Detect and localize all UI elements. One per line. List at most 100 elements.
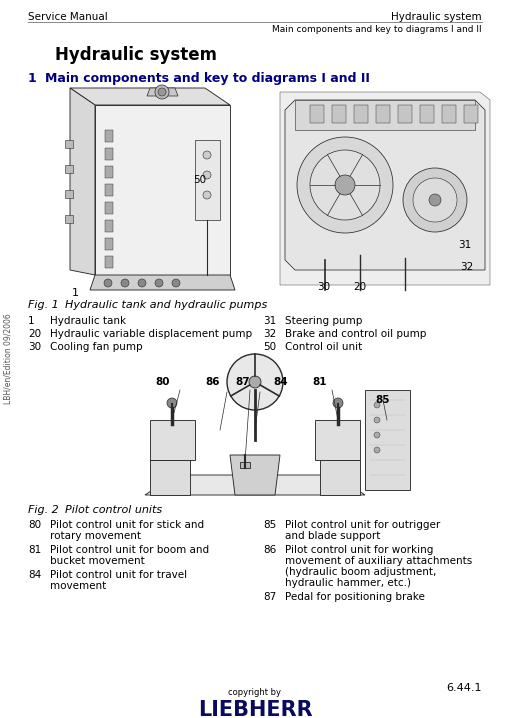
- Text: Hydraulic tank: Hydraulic tank: [50, 316, 126, 326]
- Text: and blade support: and blade support: [285, 531, 380, 541]
- Polygon shape: [279, 92, 489, 285]
- Bar: [309, 105, 323, 123]
- Text: 86: 86: [263, 545, 276, 555]
- Bar: [375, 105, 389, 123]
- Text: copyright by: copyright by: [228, 688, 281, 697]
- Circle shape: [373, 417, 379, 423]
- Text: Pilot control unit for boom and: Pilot control unit for boom and: [50, 545, 209, 555]
- Circle shape: [155, 85, 168, 99]
- Text: 80: 80: [28, 520, 41, 530]
- Bar: [331, 105, 345, 123]
- Text: Service Manual: Service Manual: [28, 12, 107, 22]
- Text: movement of auxiliary attachments: movement of auxiliary attachments: [285, 556, 471, 566]
- Circle shape: [203, 151, 211, 159]
- Bar: [105, 148, 113, 160]
- Bar: [194, 140, 219, 220]
- Polygon shape: [145, 475, 364, 495]
- Text: bucket movement: bucket movement: [50, 556, 145, 566]
- Text: 81: 81: [28, 545, 41, 555]
- Text: 30: 30: [317, 282, 329, 292]
- Circle shape: [412, 178, 456, 222]
- Polygon shape: [319, 460, 359, 495]
- Circle shape: [158, 88, 165, 96]
- Bar: [105, 256, 113, 268]
- Text: 31: 31: [263, 316, 276, 326]
- Text: 86: 86: [205, 377, 219, 387]
- Text: 20: 20: [28, 329, 41, 339]
- Bar: [105, 166, 113, 178]
- Text: 87: 87: [263, 592, 276, 602]
- Bar: [105, 202, 113, 214]
- Text: 31: 31: [457, 240, 470, 250]
- Text: LBH/en/Edition 09/2006: LBH/en/Edition 09/2006: [4, 314, 13, 404]
- Circle shape: [104, 279, 112, 287]
- Circle shape: [309, 150, 379, 220]
- Polygon shape: [95, 105, 230, 275]
- Text: Fig. 1: Fig. 1: [28, 300, 59, 310]
- Text: 85: 85: [374, 395, 389, 405]
- Text: Brake and control oil pump: Brake and control oil pump: [285, 329, 426, 339]
- Bar: [105, 220, 113, 232]
- Bar: [105, 238, 113, 250]
- Text: Pilot control unit for outrigger: Pilot control unit for outrigger: [285, 520, 439, 530]
- Polygon shape: [230, 455, 279, 495]
- Text: 1: 1: [72, 288, 79, 298]
- Polygon shape: [240, 462, 249, 468]
- Text: 30: 30: [28, 342, 41, 352]
- Text: Main components and key to diagrams I and II: Main components and key to diagrams I an…: [272, 25, 481, 34]
- Bar: [65, 165, 73, 173]
- Text: 32: 32: [459, 262, 472, 272]
- Polygon shape: [150, 420, 194, 460]
- Circle shape: [373, 432, 379, 438]
- Polygon shape: [315, 420, 359, 460]
- Bar: [463, 105, 477, 123]
- Text: 50: 50: [192, 175, 206, 185]
- Text: 80: 80: [155, 377, 169, 387]
- Polygon shape: [364, 390, 409, 490]
- Bar: [441, 105, 455, 123]
- Text: Pilot control unit for travel: Pilot control unit for travel: [50, 570, 187, 580]
- Text: Pedal for positioning brake: Pedal for positioning brake: [285, 592, 424, 602]
- Text: Pilot control unit for stick and: Pilot control unit for stick and: [50, 520, 204, 530]
- Bar: [397, 105, 411, 123]
- Text: 85: 85: [263, 520, 276, 530]
- Text: 32: 32: [263, 329, 276, 339]
- Polygon shape: [147, 88, 178, 96]
- Circle shape: [296, 137, 392, 233]
- Polygon shape: [285, 100, 484, 270]
- Text: 20: 20: [352, 282, 365, 292]
- Circle shape: [402, 168, 466, 232]
- Circle shape: [428, 194, 440, 206]
- Text: Main components and key to diagrams I and II: Main components and key to diagrams I an…: [45, 72, 369, 85]
- Text: 1: 1: [28, 316, 35, 326]
- Text: Pilot control unit for working: Pilot control unit for working: [285, 545, 433, 555]
- Circle shape: [138, 279, 146, 287]
- Text: 6.44.1: 6.44.1: [445, 683, 481, 693]
- Bar: [105, 130, 113, 142]
- Polygon shape: [70, 88, 230, 105]
- Circle shape: [166, 398, 177, 408]
- Circle shape: [248, 376, 261, 388]
- Circle shape: [373, 447, 379, 453]
- Text: LIEBHERR: LIEBHERR: [197, 700, 312, 718]
- Bar: [419, 105, 433, 123]
- Text: 50: 50: [263, 342, 275, 352]
- Circle shape: [334, 175, 354, 195]
- Polygon shape: [90, 275, 235, 290]
- Polygon shape: [294, 100, 474, 130]
- Text: Hydraulic system: Hydraulic system: [55, 46, 216, 64]
- Text: movement: movement: [50, 581, 106, 591]
- Text: hydraulic hammer, etc.): hydraulic hammer, etc.): [285, 578, 410, 588]
- Circle shape: [203, 191, 211, 199]
- Circle shape: [121, 279, 129, 287]
- Text: Cooling fan pump: Cooling fan pump: [50, 342, 143, 352]
- Text: 1: 1: [28, 72, 37, 85]
- Bar: [65, 140, 73, 148]
- Bar: [65, 215, 73, 223]
- Circle shape: [332, 398, 343, 408]
- Text: Hydraulic tank and hydraulic pumps: Hydraulic tank and hydraulic pumps: [65, 300, 267, 310]
- Text: rotary movement: rotary movement: [50, 531, 140, 541]
- Circle shape: [155, 279, 163, 287]
- Polygon shape: [150, 460, 190, 495]
- Circle shape: [373, 402, 379, 408]
